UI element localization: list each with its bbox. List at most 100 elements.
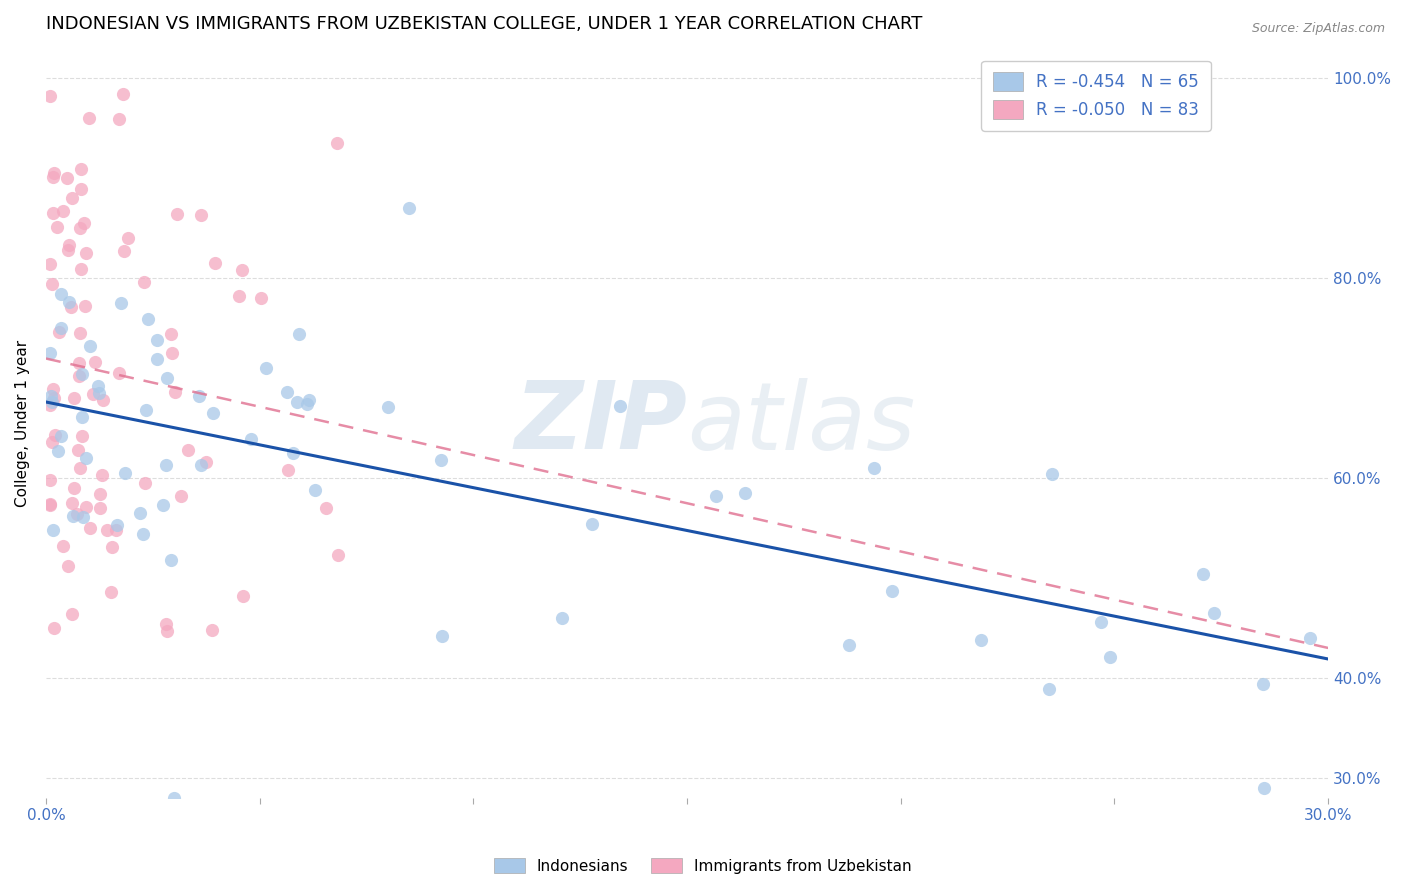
Point: [232, 589, 254, 603]
Point: [70, 367, 93, 381]
Point: [89, 487, 111, 501]
Point: [42, 391, 65, 405]
Point: [240, 432, 263, 446]
Point: [69, 262, 91, 277]
Point: [44, 621, 66, 635]
Point: [228, 289, 250, 303]
Point: [91, 468, 114, 483]
Point: [79, 339, 101, 353]
Point: [45, 220, 67, 235]
Point: [69, 221, 91, 235]
Point: [101, 540, 124, 554]
Text: Source: ZipAtlas.com: Source: ZipAtlas.com: [1251, 22, 1385, 36]
Point: [863, 461, 886, 475]
Point: [187, 389, 209, 403]
Point: [970, 632, 993, 647]
Point: [165, 385, 187, 400]
Point: [69, 326, 91, 340]
Point: [39, 88, 62, 103]
Point: [44, 427, 66, 442]
Point: [704, 489, 727, 503]
Point: [146, 333, 169, 347]
Point: [285, 395, 308, 409]
Text: ZIP: ZIP: [515, 377, 688, 469]
Point: [67, 368, 90, 383]
Point: [42, 524, 65, 538]
Point: [58, 294, 80, 309]
Point: [62, 508, 84, 523]
Point: [112, 87, 135, 101]
Point: [276, 384, 298, 399]
Point: [160, 327, 183, 342]
Point: [52, 540, 75, 554]
Point: [42, 169, 65, 184]
Point: [56, 559, 79, 574]
Point: [155, 458, 177, 473]
Point: [166, 207, 188, 221]
Y-axis label: College, Under 1 year: College, Under 1 year: [15, 340, 30, 507]
Point: [42, 382, 65, 396]
Point: [581, 516, 603, 531]
Point: [105, 523, 128, 537]
Point: [295, 397, 318, 411]
Point: [135, 403, 157, 417]
Point: [73, 216, 96, 230]
Legend: R = -0.454   N = 65, R = -0.050   N = 83: R = -0.454 N = 65, R = -0.050 N = 83: [981, 61, 1211, 131]
Point: [249, 291, 271, 305]
Point: [326, 136, 349, 151]
Point: [114, 467, 136, 481]
Point: [326, 548, 349, 562]
Point: [67, 442, 90, 457]
Point: [1299, 631, 1322, 645]
Point: [1098, 649, 1121, 664]
Point: [162, 345, 184, 359]
Point: [41, 395, 63, 409]
Point: [134, 476, 156, 491]
Point: [39, 499, 62, 513]
Point: [60, 496, 83, 510]
Point: [75, 245, 97, 260]
Point: [159, 553, 181, 567]
Point: [89, 501, 111, 516]
Point: [60, 300, 83, 314]
Point: [254, 361, 277, 376]
Point: [49, 320, 72, 334]
Point: [132, 275, 155, 289]
Point: [156, 624, 179, 638]
Point: [96, 523, 118, 537]
Point: [39, 389, 62, 403]
Point: [56, 244, 79, 258]
Point: [70, 162, 93, 177]
Point: [201, 406, 224, 420]
Point: [69, 182, 91, 196]
Point: [100, 584, 122, 599]
Point: [52, 203, 75, 218]
Point: [315, 500, 337, 515]
Point: [73, 300, 96, 314]
Point: [298, 392, 321, 407]
Point: [163, 791, 186, 805]
Point: [551, 611, 574, 625]
Point: [128, 506, 150, 520]
Point: [69, 461, 91, 475]
Point: [281, 445, 304, 459]
Point: [41, 434, 63, 449]
Point: [1251, 677, 1274, 691]
Point: [83, 355, 105, 369]
Point: [430, 629, 453, 643]
Point: [42, 205, 65, 219]
Point: [231, 263, 253, 277]
Point: [60, 191, 83, 205]
Point: [146, 351, 169, 366]
Point: [152, 499, 174, 513]
Point: [56, 171, 79, 186]
Point: [110, 295, 132, 310]
Point: [430, 453, 453, 467]
Point: [44, 166, 66, 180]
Point: [107, 366, 129, 380]
Point: [58, 238, 80, 252]
Point: [39, 474, 62, 488]
Point: [60, 607, 83, 621]
Point: [170, 489, 193, 503]
Point: [1253, 780, 1275, 795]
